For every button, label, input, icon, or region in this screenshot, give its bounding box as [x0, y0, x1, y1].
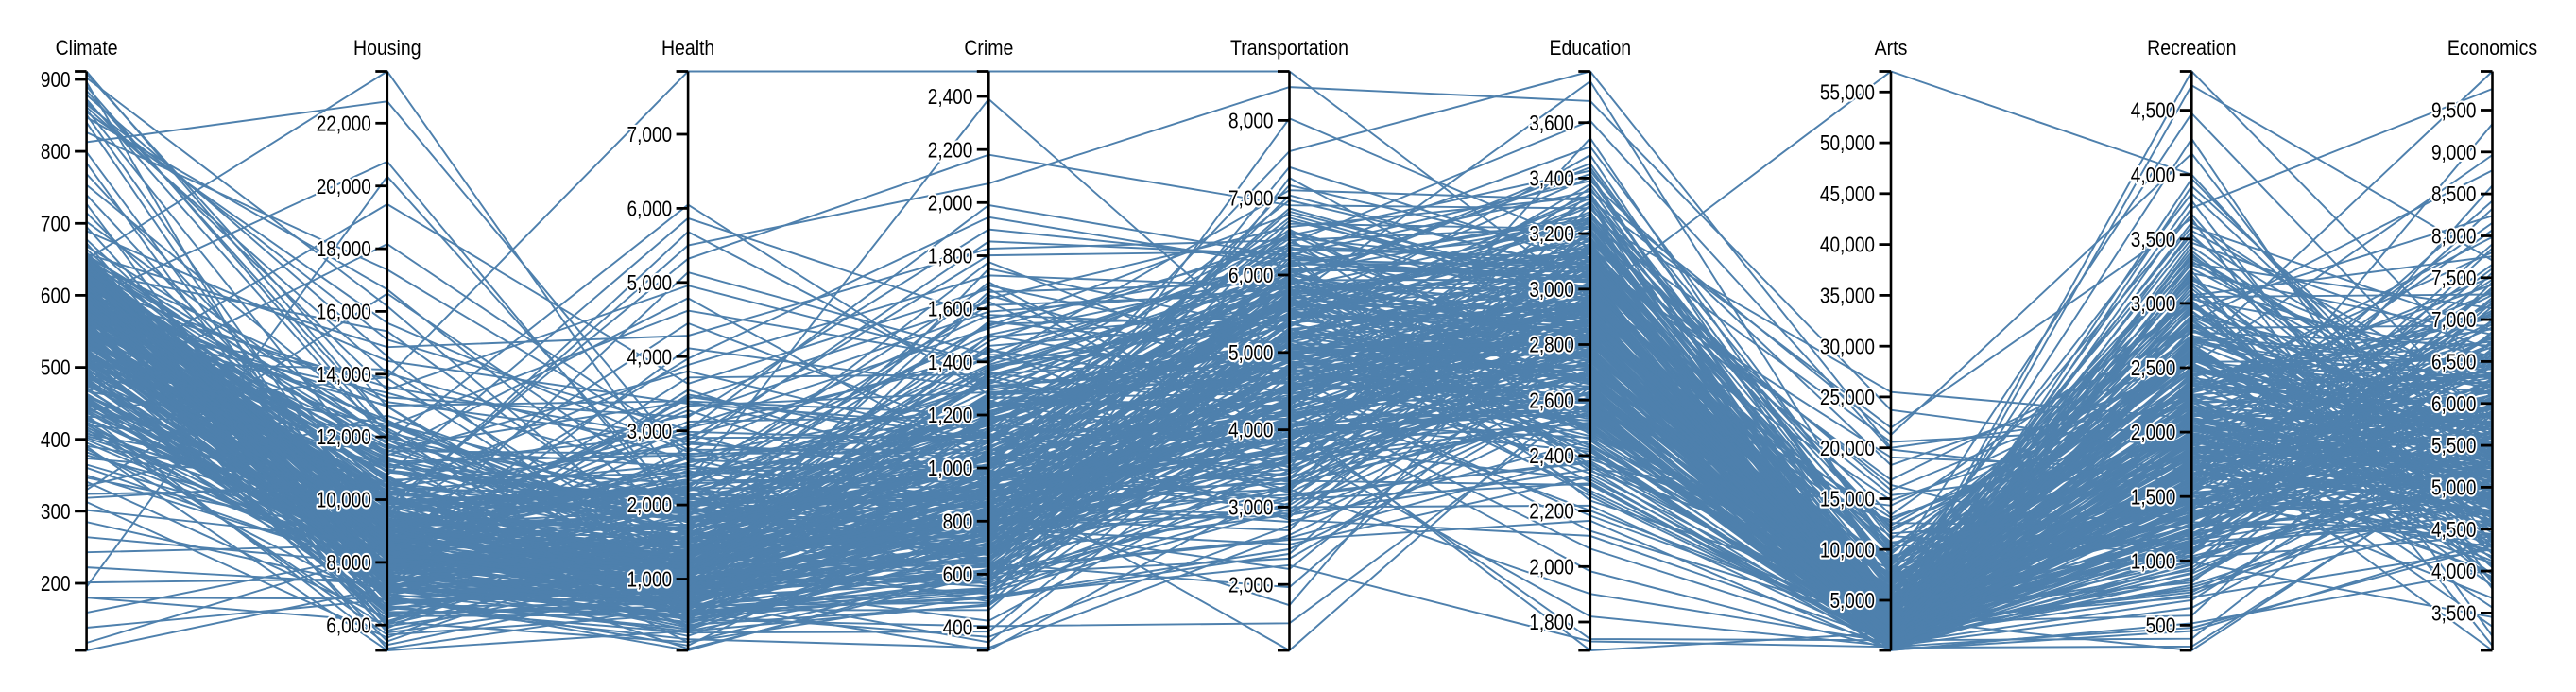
svg-text:7,000: 7,000 — [2431, 309, 2477, 333]
svg-text:6,000: 6,000 — [627, 198, 673, 221]
svg-text:Arts: Arts — [1875, 37, 1908, 61]
svg-text:700: 700 — [41, 213, 71, 236]
svg-text:5,000: 5,000 — [627, 271, 673, 295]
svg-text:900: 900 — [41, 68, 71, 92]
svg-text:6,000: 6,000 — [326, 614, 371, 638]
svg-text:6,000: 6,000 — [2431, 392, 2477, 416]
svg-text:4,000: 4,000 — [627, 346, 673, 370]
svg-text:6,500: 6,500 — [2431, 351, 2477, 374]
svg-text:22,000: 22,000 — [317, 112, 371, 136]
svg-text:4,000: 4,000 — [2431, 561, 2477, 584]
svg-text:5,000: 5,000 — [2431, 476, 2477, 500]
svg-text:600: 600 — [41, 285, 71, 308]
svg-text:7,500: 7,500 — [2431, 267, 2477, 290]
svg-text:Transportation: Transportation — [1230, 37, 1348, 61]
svg-text:300: 300 — [41, 500, 71, 524]
svg-text:3,000: 3,000 — [2131, 292, 2176, 316]
svg-text:2,000: 2,000 — [627, 494, 673, 518]
svg-text:9,500: 9,500 — [2431, 99, 2477, 123]
svg-text:3,000: 3,000 — [1228, 496, 1274, 520]
svg-text:10,000: 10,000 — [317, 489, 371, 512]
svg-text:500: 500 — [2146, 614, 2176, 638]
svg-text:25,000: 25,000 — [1820, 386, 1875, 409]
svg-text:9,000: 9,000 — [2431, 141, 2477, 164]
svg-text:2,500: 2,500 — [2131, 356, 2176, 380]
svg-text:Economics: Economics — [2447, 37, 2537, 61]
svg-text:15,000: 15,000 — [1820, 488, 1875, 511]
svg-text:2,200: 2,200 — [1529, 500, 1574, 524]
svg-text:20,000: 20,000 — [317, 175, 371, 199]
svg-text:Crime: Crime — [964, 37, 1013, 61]
svg-text:800: 800 — [41, 141, 71, 164]
svg-text:2,600: 2,600 — [1529, 389, 1574, 413]
svg-text:1,400: 1,400 — [928, 351, 973, 374]
svg-text:1,800: 1,800 — [1529, 611, 1574, 634]
svg-text:3,000: 3,000 — [627, 420, 673, 443]
svg-text:7,000: 7,000 — [1228, 187, 1274, 211]
svg-text:800: 800 — [943, 510, 973, 534]
svg-text:45,000: 45,000 — [1820, 182, 1875, 206]
svg-text:2,800: 2,800 — [1529, 334, 1574, 357]
svg-text:2,400: 2,400 — [1529, 444, 1574, 468]
svg-text:3,400: 3,400 — [1529, 167, 1574, 191]
svg-text:3,000: 3,000 — [1529, 278, 1574, 302]
svg-text:200: 200 — [41, 572, 71, 596]
svg-text:10,000: 10,000 — [1820, 539, 1875, 562]
svg-text:4,500: 4,500 — [2131, 99, 2176, 123]
svg-text:8,000: 8,000 — [1228, 110, 1274, 133]
svg-text:400: 400 — [41, 428, 71, 452]
svg-text:30,000: 30,000 — [1820, 336, 1875, 359]
svg-text:7,000: 7,000 — [627, 123, 673, 147]
svg-text:Recreation: Recreation — [2147, 37, 2236, 61]
svg-text:5,000: 5,000 — [1829, 589, 1875, 613]
svg-text:5,500: 5,500 — [2431, 435, 2477, 458]
svg-text:3,500: 3,500 — [2431, 602, 2477, 626]
svg-text:2,000: 2,000 — [2131, 422, 2176, 445]
svg-text:600: 600 — [943, 563, 973, 587]
svg-text:8,000: 8,000 — [2431, 225, 2477, 249]
svg-text:1,200: 1,200 — [928, 404, 973, 427]
svg-text:2,000: 2,000 — [1529, 556, 1574, 580]
svg-text:50,000: 50,000 — [1820, 132, 1875, 156]
svg-text:500: 500 — [41, 356, 71, 380]
svg-text:4,000: 4,000 — [2131, 164, 2176, 187]
svg-text:4,000: 4,000 — [1228, 419, 1274, 442]
svg-text:1,800: 1,800 — [928, 245, 973, 268]
svg-text:8,500: 8,500 — [2431, 183, 2477, 207]
svg-text:12,000: 12,000 — [317, 426, 371, 450]
svg-text:1,000: 1,000 — [928, 458, 973, 481]
svg-text:3,600: 3,600 — [1529, 112, 1574, 135]
svg-text:400: 400 — [943, 616, 973, 640]
svg-text:1,600: 1,600 — [928, 298, 973, 321]
svg-text:Housing: Housing — [353, 37, 421, 61]
svg-text:Health: Health — [661, 37, 714, 61]
svg-text:2,000: 2,000 — [928, 192, 973, 216]
svg-text:Climate: Climate — [56, 37, 118, 61]
svg-text:6,000: 6,000 — [1228, 264, 1274, 287]
svg-text:5,000: 5,000 — [1228, 341, 1274, 365]
svg-text:1,000: 1,000 — [627, 568, 673, 592]
svg-text:35,000: 35,000 — [1820, 285, 1875, 308]
svg-text:Education: Education — [1549, 37, 1631, 61]
svg-text:16,000: 16,000 — [317, 301, 371, 324]
svg-text:2,200: 2,200 — [928, 139, 973, 163]
svg-text:3,500: 3,500 — [2131, 228, 2176, 251]
svg-text:40,000: 40,000 — [1820, 234, 1875, 257]
svg-text:2,400: 2,400 — [928, 85, 973, 109]
svg-text:1,000: 1,000 — [2131, 550, 2176, 574]
svg-text:8,000: 8,000 — [326, 551, 371, 575]
svg-text:20,000: 20,000 — [1820, 437, 1875, 460]
svg-text:2,000: 2,000 — [1228, 574, 1274, 597]
svg-text:55,000: 55,000 — [1820, 81, 1875, 105]
svg-text:4,500: 4,500 — [2431, 518, 2477, 542]
svg-text:1,500: 1,500 — [2131, 486, 2176, 510]
svg-text:14,000: 14,000 — [317, 363, 371, 387]
svg-text:3,200: 3,200 — [1529, 223, 1574, 247]
svg-text:18,000: 18,000 — [317, 238, 371, 262]
